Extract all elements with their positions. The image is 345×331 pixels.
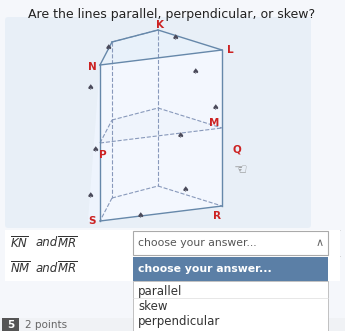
- Text: S: S: [88, 216, 96, 226]
- Text: Are the lines parallel, perpendicular, or skew?: Are the lines parallel, perpendicular, o…: [28, 8, 316, 21]
- Text: ♠: ♠: [176, 130, 184, 139]
- Polygon shape: [100, 50, 222, 221]
- Text: $\overline{MR}$: $\overline{MR}$: [57, 235, 77, 251]
- Text: P: P: [99, 150, 107, 160]
- Polygon shape: [100, 30, 222, 65]
- Text: ♠: ♠: [136, 211, 144, 219]
- Text: M: M: [209, 118, 219, 128]
- Text: ♠: ♠: [91, 146, 99, 155]
- Bar: [0, 318, 345, 331]
- Text: $\overline{KN}$: $\overline{KN}$: [10, 235, 29, 251]
- Text: $\overline{NM}$: $\overline{NM}$: [10, 260, 31, 276]
- Text: choose your answer...: choose your answer...: [138, 264, 272, 274]
- FancyBboxPatch shape: [5, 17, 311, 228]
- Bar: [5, 256, 340, 281]
- Text: ∧: ∧: [316, 238, 324, 248]
- Text: ♠: ♠: [171, 33, 179, 42]
- Text: ♠: ♠: [86, 191, 94, 200]
- Text: 5: 5: [7, 319, 14, 329]
- FancyBboxPatch shape: [133, 231, 328, 255]
- Polygon shape: [88, 65, 100, 221]
- Text: choose your answer...: choose your answer...: [138, 238, 257, 248]
- Text: ♠: ♠: [211, 104, 219, 113]
- Text: and: and: [36, 237, 58, 250]
- FancyBboxPatch shape: [2, 318, 19, 331]
- Text: R: R: [213, 211, 221, 221]
- Bar: [5, 230, 340, 257]
- Text: ♠: ♠: [191, 68, 199, 76]
- FancyBboxPatch shape: [133, 257, 328, 281]
- Text: L: L: [227, 45, 233, 55]
- Text: ♠: ♠: [181, 185, 189, 195]
- Text: and: and: [36, 261, 58, 274]
- Text: Q: Q: [233, 145, 241, 155]
- Text: 2 points: 2 points: [25, 319, 67, 329]
- Text: perpendicular: perpendicular: [138, 315, 220, 328]
- Text: $\overline{MR}$: $\overline{MR}$: [57, 260, 77, 276]
- Text: ♠: ♠: [86, 83, 94, 92]
- Text: skew: skew: [138, 300, 168, 312]
- Text: parallel: parallel: [138, 285, 183, 298]
- Bar: [133, 281, 328, 331]
- Text: K: K: [156, 20, 164, 30]
- Text: N: N: [88, 62, 96, 72]
- Text: ♠: ♠: [104, 43, 112, 53]
- Text: ☜: ☜: [233, 163, 247, 177]
- Polygon shape: [100, 108, 222, 143]
